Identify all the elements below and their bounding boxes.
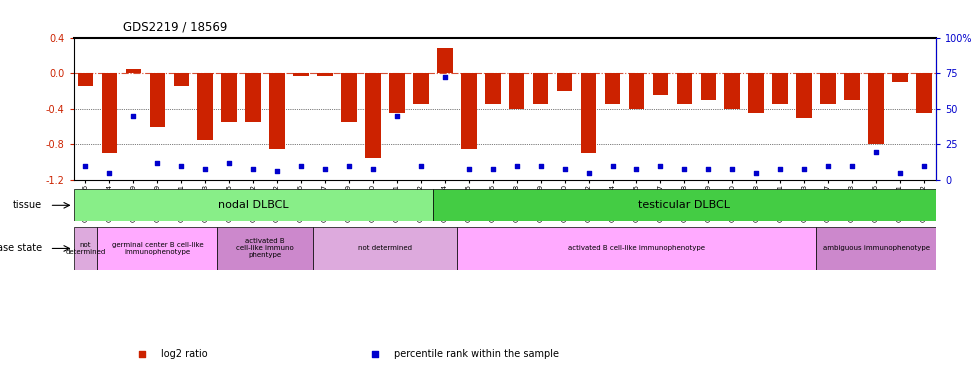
Text: disease state: disease state: [0, 243, 42, 254]
Point: [820, 163, 836, 169]
Point: [892, 170, 907, 176]
Point: [485, 166, 501, 172]
Point: [134, 351, 150, 357]
Bar: [366, 73, 380, 158]
Bar: [892, 73, 907, 82]
Bar: [820, 73, 836, 104]
Point: [701, 166, 716, 172]
Bar: [437, 48, 453, 73]
Point: [173, 163, 189, 169]
Bar: [74, 189, 433, 221]
Bar: [797, 73, 811, 118]
Point: [509, 163, 524, 169]
Point: [245, 166, 261, 172]
Point: [366, 166, 381, 172]
Bar: [557, 73, 572, 91]
Bar: [125, 69, 141, 73]
Text: activated B cell-like immunophenotype: activated B cell-like immunophenotype: [568, 246, 705, 251]
Point: [916, 163, 932, 169]
Bar: [102, 73, 118, 153]
Point: [221, 160, 237, 166]
Text: GDS2219 / 18569: GDS2219 / 18569: [122, 21, 227, 34]
Bar: [341, 73, 357, 122]
Text: germinal center B cell-like
immunophenotype: germinal center B cell-like immunophenot…: [112, 242, 203, 255]
Point: [749, 170, 764, 176]
Bar: [293, 73, 309, 76]
Point: [197, 166, 213, 172]
Bar: [97, 227, 218, 270]
Bar: [772, 73, 788, 104]
Point: [413, 163, 428, 169]
Point: [437, 74, 453, 80]
Text: log2 ratio: log2 ratio: [162, 350, 208, 359]
Point: [389, 113, 405, 119]
Bar: [74, 227, 97, 270]
Point: [102, 170, 118, 176]
Bar: [749, 73, 764, 113]
Point: [868, 148, 884, 154]
Point: [293, 163, 309, 169]
Bar: [318, 73, 333, 76]
Bar: [509, 73, 524, 109]
Bar: [844, 73, 859, 100]
Bar: [485, 73, 501, 104]
Bar: [605, 73, 620, 104]
Text: not determined: not determined: [358, 246, 412, 251]
Bar: [676, 73, 692, 104]
Point: [724, 166, 740, 172]
Bar: [916, 73, 932, 113]
Point: [270, 168, 285, 174]
Bar: [724, 73, 740, 109]
Point: [125, 113, 141, 119]
Bar: [245, 73, 261, 122]
Bar: [457, 227, 816, 270]
Bar: [389, 73, 405, 113]
Bar: [150, 73, 165, 127]
Point: [844, 163, 859, 169]
Point: [581, 170, 597, 176]
Bar: [868, 73, 884, 144]
Bar: [628, 73, 644, 109]
Point: [628, 166, 644, 172]
Bar: [270, 73, 285, 149]
Point: [461, 166, 476, 172]
Bar: [433, 189, 936, 221]
Bar: [653, 73, 668, 95]
Point: [772, 166, 788, 172]
Point: [797, 166, 812, 172]
Point: [676, 166, 692, 172]
Text: activated B
cell-like immuno
phentype: activated B cell-like immuno phentype: [236, 238, 294, 258]
Bar: [701, 73, 716, 100]
Bar: [173, 73, 189, 87]
Bar: [313, 227, 457, 270]
Text: ambiguous immunophenotype: ambiguous immunophenotype: [822, 246, 929, 251]
Text: tissue: tissue: [14, 200, 42, 210]
Bar: [816, 227, 936, 270]
Point: [150, 160, 166, 166]
Bar: [581, 73, 596, 153]
Point: [77, 163, 93, 169]
Bar: [413, 73, 428, 104]
Text: percentile rank within the sample: percentile rank within the sample: [394, 350, 560, 359]
Point: [533, 163, 549, 169]
Bar: [77, 73, 93, 87]
Point: [605, 163, 620, 169]
Bar: [197, 73, 213, 140]
Point: [653, 163, 668, 169]
Bar: [221, 73, 237, 122]
Text: testicular DLBCL: testicular DLBCL: [638, 200, 730, 210]
Point: [557, 166, 572, 172]
Text: nodal DLBCL: nodal DLBCL: [218, 200, 288, 210]
Point: [318, 166, 333, 172]
Point: [341, 163, 357, 169]
Point: [368, 351, 383, 357]
Bar: [533, 73, 549, 104]
Bar: [218, 227, 313, 270]
Bar: [461, 73, 476, 149]
Text: not
determined: not determined: [66, 242, 106, 255]
